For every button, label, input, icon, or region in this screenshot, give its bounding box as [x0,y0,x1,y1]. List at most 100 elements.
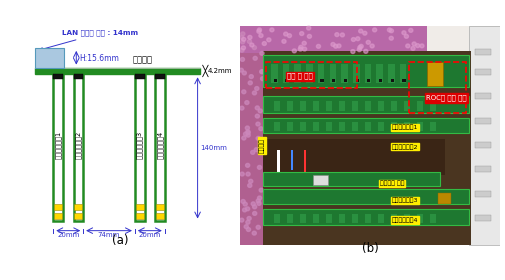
Bar [283,64,289,83]
Bar [365,214,371,223]
Circle shape [252,211,257,215]
Bar [475,142,491,148]
Circle shape [317,45,321,48]
Bar [135,74,144,221]
Bar [240,26,266,245]
Circle shape [242,208,247,212]
Bar [156,213,164,219]
Circle shape [247,183,252,187]
Bar [475,69,491,75]
Circle shape [239,68,243,72]
Circle shape [337,44,341,48]
FancyArrow shape [277,150,280,175]
Text: 센서연결보드4: 센서연결보드4 [392,217,418,223]
Bar [427,62,443,86]
Circle shape [245,164,249,167]
Circle shape [340,33,344,37]
Bar [318,64,324,83]
Bar [430,214,436,223]
Circle shape [405,34,409,38]
Bar [263,55,469,87]
Circle shape [241,32,245,36]
Circle shape [253,56,257,60]
Text: 20mm: 20mm [57,232,79,238]
Circle shape [252,231,257,235]
Circle shape [240,106,244,110]
Bar [313,214,319,223]
Circle shape [244,225,248,228]
Bar [266,62,357,88]
Bar [54,213,62,219]
Circle shape [334,44,338,48]
Circle shape [358,46,362,50]
Bar [475,166,491,172]
Circle shape [351,50,355,53]
Circle shape [248,179,253,183]
Bar [271,64,278,83]
Bar [351,214,358,223]
Bar [263,51,471,245]
Bar [403,214,410,223]
Circle shape [284,32,288,36]
Circle shape [245,101,249,104]
Circle shape [359,29,363,33]
Text: 20mm: 20mm [138,232,161,238]
Circle shape [267,38,271,42]
Text: 제어보드: 제어보드 [259,138,265,153]
Circle shape [254,148,259,152]
Circle shape [240,218,244,222]
Bar [313,175,328,185]
FancyArrow shape [304,150,306,172]
Bar [155,74,165,221]
Circle shape [259,34,263,38]
Bar [263,209,469,225]
Bar [417,214,423,223]
Bar [54,74,63,79]
Circle shape [257,29,261,33]
Circle shape [259,141,263,145]
Circle shape [260,70,264,74]
Circle shape [255,106,260,110]
Bar [339,101,345,111]
Bar [287,214,293,223]
Circle shape [240,172,244,176]
Circle shape [246,131,250,135]
Circle shape [259,127,263,131]
Circle shape [258,28,262,32]
Bar [391,214,397,223]
Circle shape [241,200,245,203]
Text: 센서연결보드3: 센서연결보드3 [392,198,418,203]
Bar [351,122,358,131]
Circle shape [351,38,356,41]
Circle shape [270,28,274,32]
Text: 센서연결보드4: 센서연결보드4 [157,131,163,159]
Bar [367,79,371,82]
Circle shape [258,109,262,113]
Text: 센서연결보드2: 센서연결보드2 [392,144,418,150]
Circle shape [247,39,251,43]
Circle shape [239,36,244,39]
Bar [321,79,324,82]
Circle shape [243,202,247,206]
Bar [353,64,360,83]
Circle shape [250,43,254,47]
Circle shape [248,35,252,39]
Bar [339,214,345,223]
Text: 제어보드: 제어보드 [133,56,153,65]
Bar [326,122,332,131]
Circle shape [241,46,245,50]
Bar [299,122,306,131]
Bar [287,122,293,131]
Bar [263,172,440,186]
Bar [430,122,436,131]
Bar [365,122,371,131]
Circle shape [256,136,260,140]
Bar [402,79,406,82]
Circle shape [308,34,312,38]
Text: (b): (b) [362,242,378,255]
Bar [287,101,293,111]
Bar [391,122,397,131]
Bar [135,213,144,219]
Bar [313,101,319,111]
Circle shape [416,44,420,48]
